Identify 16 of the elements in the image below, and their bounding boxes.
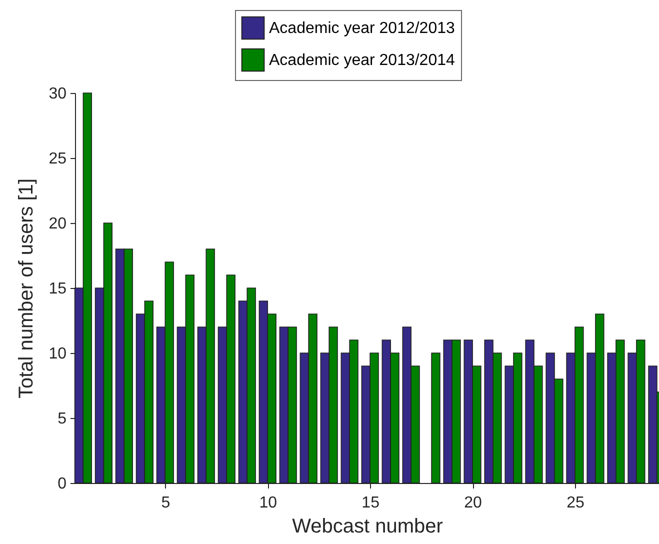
x-tick-label: 5 (161, 494, 170, 512)
y-tick-label: 0 (58, 476, 67, 492)
y-tick-label: 20 (48, 216, 67, 232)
y-tick-label: 25 (48, 150, 67, 168)
x-tick-label: 10 (259, 494, 278, 512)
y-tick-label: 5 (58, 410, 67, 428)
y-tick-label: 15 (48, 280, 67, 298)
y-tick-label: 30 (48, 86, 67, 102)
x-tick-label: 25 (566, 494, 584, 512)
y-axis-title: Total number of users [1] (16, 178, 38, 399)
x-tick-label: 15 (362, 494, 380, 512)
y-tick-label: 10 (48, 346, 67, 362)
x-axis-title: Webcast number (292, 516, 444, 538)
legend-label: Academic year 2013/2014 (269, 52, 455, 69)
legend-label: Academic year 2012/2013 (269, 20, 455, 37)
x-tick-label: 20 (464, 494, 482, 512)
